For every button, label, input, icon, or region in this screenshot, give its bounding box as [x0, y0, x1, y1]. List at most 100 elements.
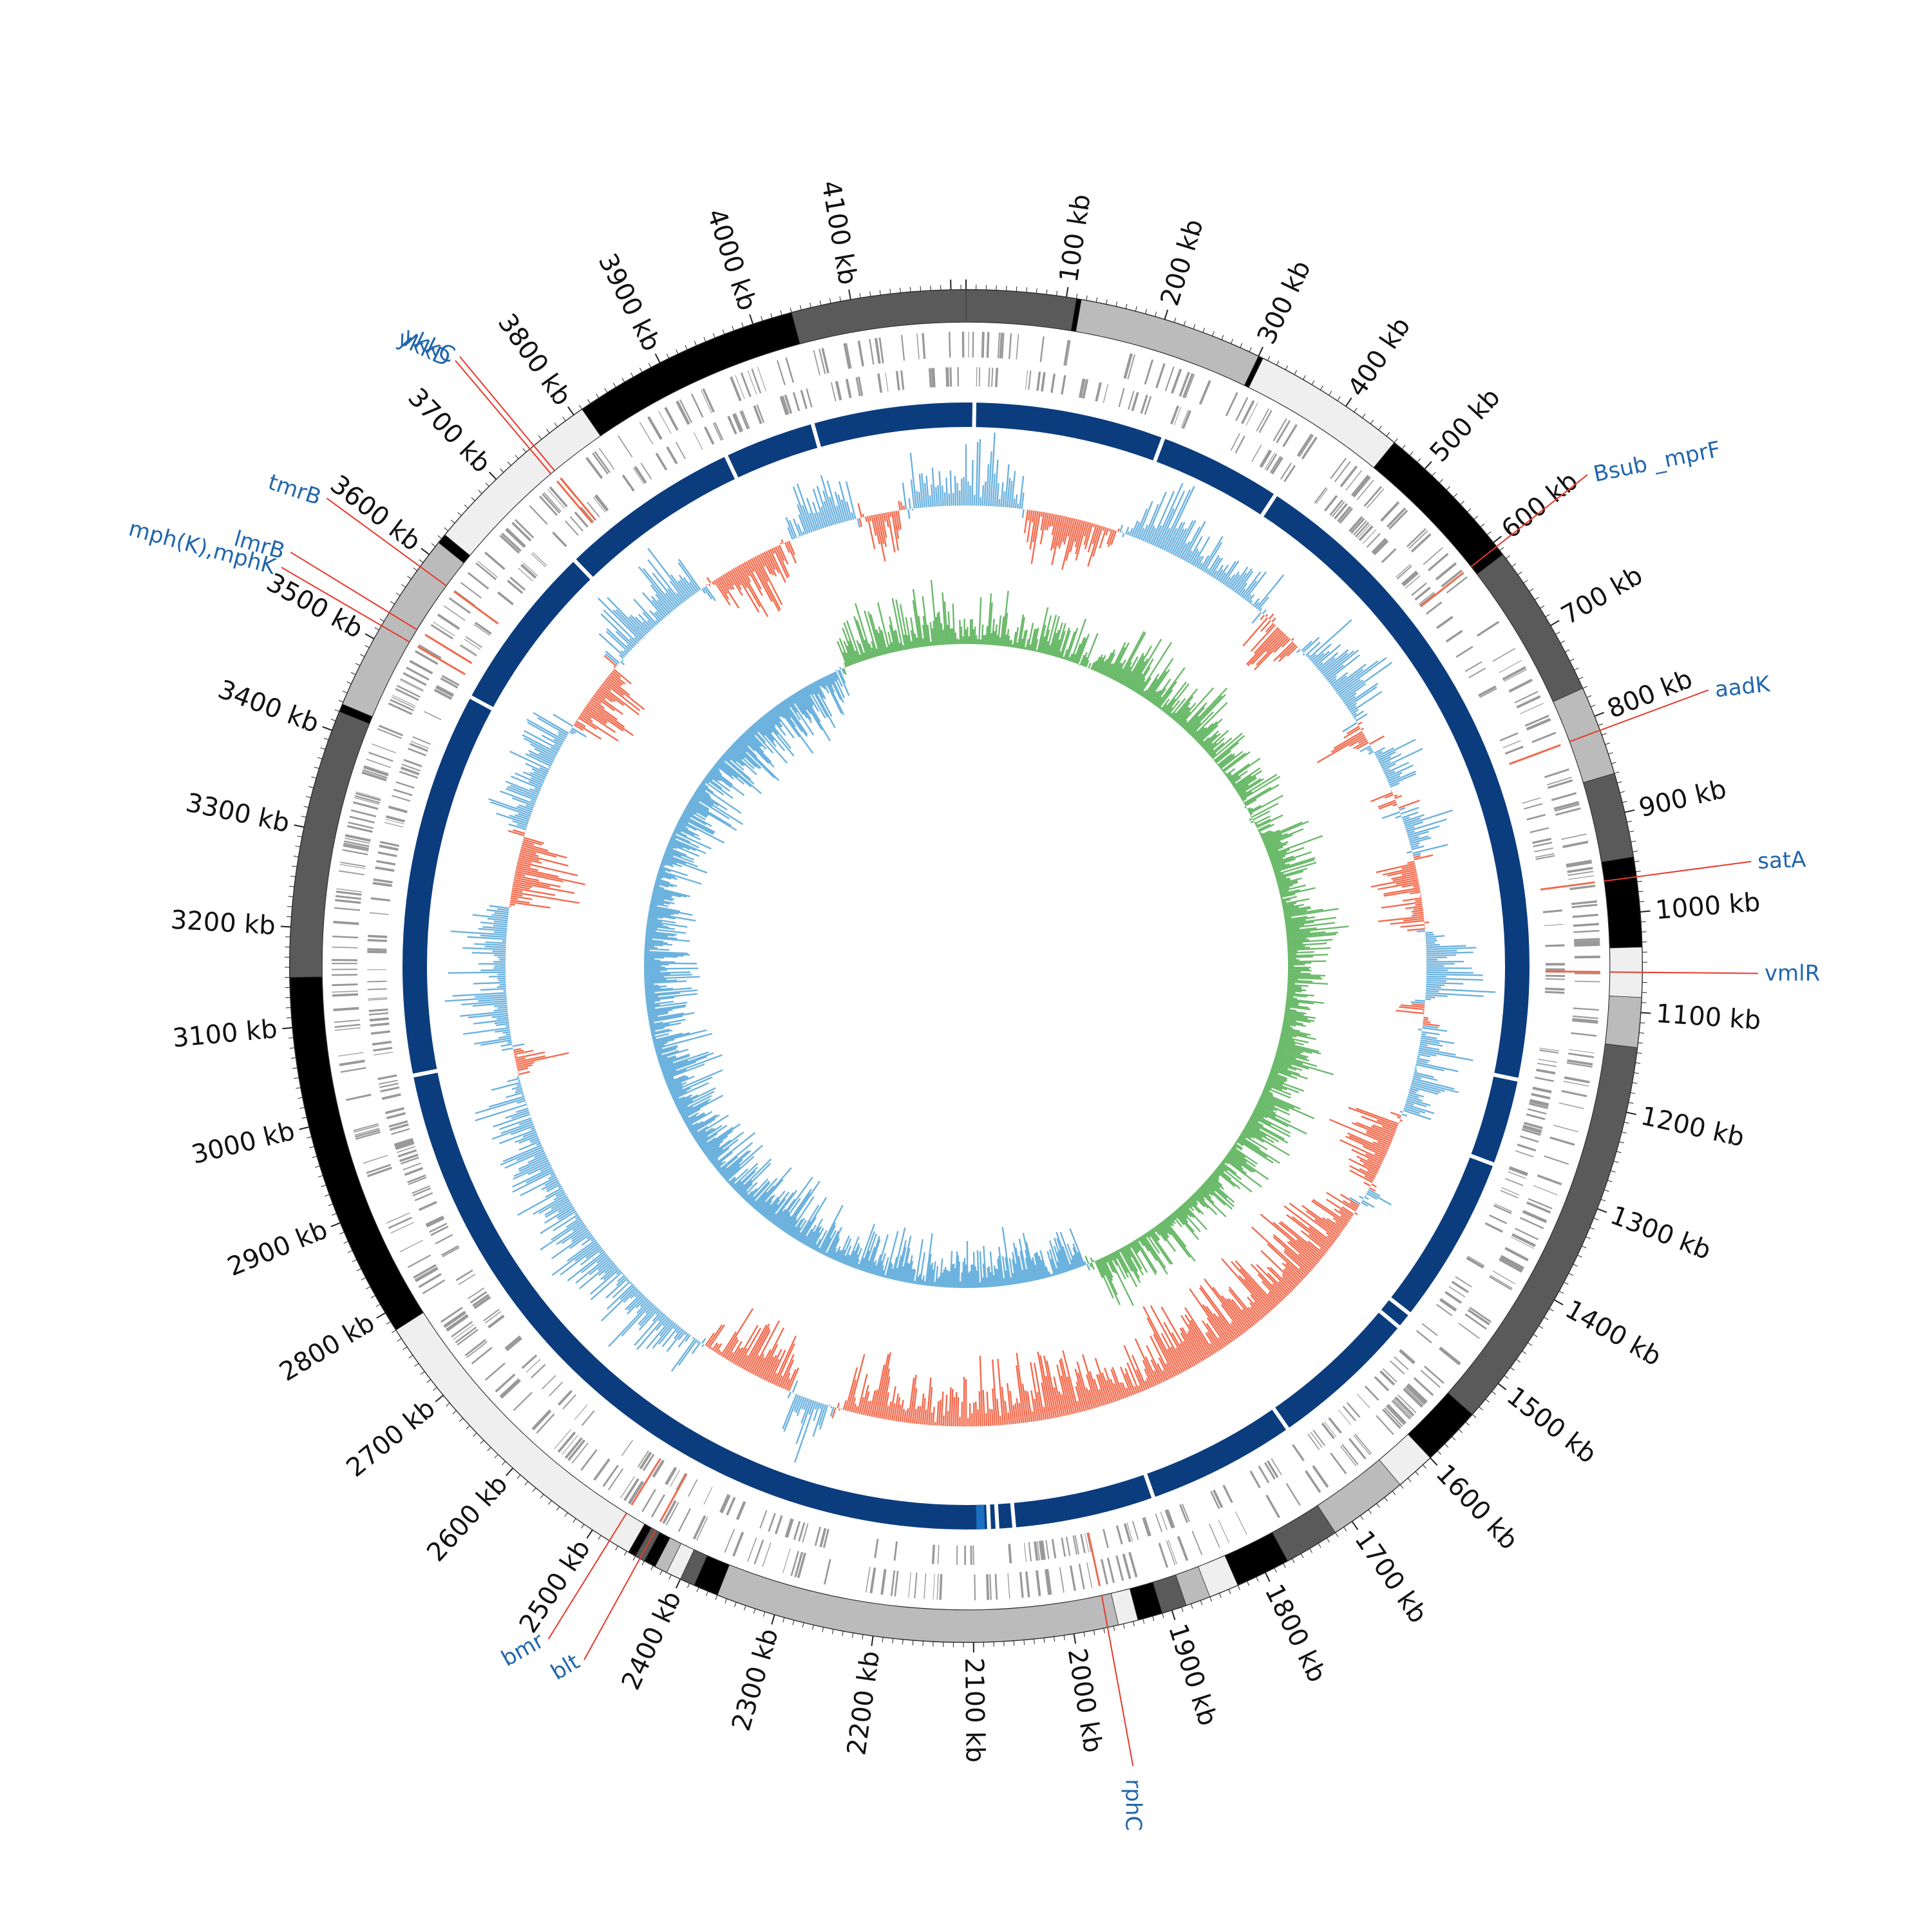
gc-skew-bar [899, 604, 909, 650]
gc-content-bar [1056, 1364, 1070, 1416]
minor-tick [668, 1574, 672, 1580]
gc-skew-bar [645, 934, 677, 940]
gc-content-bar [667, 588, 681, 605]
gc-skew-bar [691, 1130, 698, 1136]
minor-tick [1399, 1484, 1404, 1489]
gc-skew-bar [1267, 1078, 1283, 1086]
gc-content-bar [1314, 644, 1341, 667]
gc-skew-bar [1284, 1014, 1308, 1019]
minor-tick [790, 307, 792, 313]
gene-feature [418, 1200, 437, 1211]
gc-skew-bar [1191, 1195, 1198, 1202]
gene-feature [399, 770, 419, 779]
gene-feature [928, 368, 933, 388]
gene-feature [594, 495, 607, 511]
gene-feature [627, 1481, 643, 1504]
gc-skew-bar [1229, 774, 1239, 782]
gc-content-bar [1016, 1398, 1021, 1424]
gc-content-bar [1180, 1315, 1208, 1359]
gc-content-bar [1039, 512, 1047, 545]
gene-feature [1285, 1482, 1301, 1506]
gc-skew-bar [1283, 909, 1307, 915]
gene-feature [845, 343, 852, 369]
gc-skew-bar [1113, 1251, 1130, 1278]
gene-feature [1424, 1365, 1444, 1384]
gc-skew-bar [662, 1061, 697, 1075]
gc-content-bar [710, 1347, 713, 1350]
gc-skew-bar [646, 999, 661, 1003]
gc-skew-bar [699, 784, 742, 814]
gc-skew-bar [1249, 817, 1253, 821]
gc-content-bar [544, 1205, 574, 1224]
gc-content-bar [491, 914, 509, 918]
gc-content-bar [1403, 1107, 1421, 1115]
gc-skew-bar [1044, 641, 1049, 654]
gc-skew-bar [899, 643, 902, 651]
major-tick [365, 633, 375, 639]
gc-skew-bar [1187, 1199, 1201, 1214]
gene-feature [1530, 827, 1549, 833]
gc-skew-bar [1125, 655, 1145, 687]
gene-feature [634, 466, 647, 484]
gc-skew-bar [651, 896, 665, 901]
gc-skew-bar [690, 1118, 715, 1135]
gc-content-bar [634, 616, 650, 632]
gc-content-bar [1235, 1260, 1278, 1307]
gc-skew-bar [1286, 925, 1349, 934]
tick-label: 1800 kb [1259, 1580, 1332, 1687]
gene-feature [845, 379, 852, 399]
gc-content-bar [795, 1399, 813, 1444]
gc-content-bar [600, 1265, 618, 1280]
minor-tick [295, 846, 301, 848]
gene-feature [1283, 465, 1296, 482]
gene-feature [1528, 1102, 1548, 1110]
gc-content-bar [512, 887, 556, 896]
gc-skew-bar [1077, 1251, 1084, 1267]
gc-content-bar [1266, 1266, 1293, 1293]
gene-feature [1260, 450, 1273, 468]
gc-content-bar [1151, 525, 1162, 545]
gc-content-bar [985, 464, 990, 506]
gene-feature [1123, 1523, 1132, 1542]
gene-feature-highlight [1545, 970, 1600, 973]
gc-content-bar [1260, 1213, 1319, 1264]
gene-feature [400, 766, 420, 775]
gc-skew-bar [947, 625, 950, 645]
gc-skew-bar [663, 856, 708, 874]
gc-skew-bar [876, 1260, 883, 1276]
gc-skew-bar [732, 743, 761, 770]
gene-feature [458, 1273, 476, 1285]
minor-tick [1337, 396, 1341, 401]
gene-feature [1476, 621, 1500, 637]
gc-skew-bar [690, 797, 710, 810]
gc-content-bar [1058, 516, 1068, 549]
gc-content-bar [944, 1394, 948, 1426]
gc-content-bar [1094, 1358, 1112, 1404]
gc-content-bar [1238, 1275, 1271, 1312]
gc-content-bar [1410, 844, 1419, 849]
gene-feature [574, 511, 589, 528]
backbone-gap [467, 694, 497, 712]
gene-feature [1366, 533, 1381, 548]
gc-skew-bar [1159, 706, 1162, 710]
gene-feature [501, 533, 522, 552]
gc-content-bar [1320, 649, 1349, 674]
gc-content-bar [1329, 678, 1337, 685]
gc-skew-bar [1277, 877, 1302, 886]
minor-tick [1485, 1399, 1490, 1403]
minor-tick [1614, 772, 1620, 774]
gene-feature [741, 410, 750, 429]
minor-tick [1132, 1621, 1135, 1627]
gc-content-bar [708, 1324, 726, 1349]
gc-content-bar [500, 790, 536, 805]
gc-content-bar [567, 1239, 597, 1262]
gc-skew-bar [735, 1184, 744, 1193]
gc-skew-bar [934, 1265, 939, 1287]
gene-feature [1144, 1517, 1151, 1537]
gene-feature [381, 1093, 401, 1099]
gc-skew-bar [668, 841, 683, 849]
gc-skew-bar [677, 821, 687, 828]
gene-feature [426, 1217, 445, 1228]
gc-content-bar [511, 893, 523, 897]
gene-label: satA [1757, 847, 1806, 875]
